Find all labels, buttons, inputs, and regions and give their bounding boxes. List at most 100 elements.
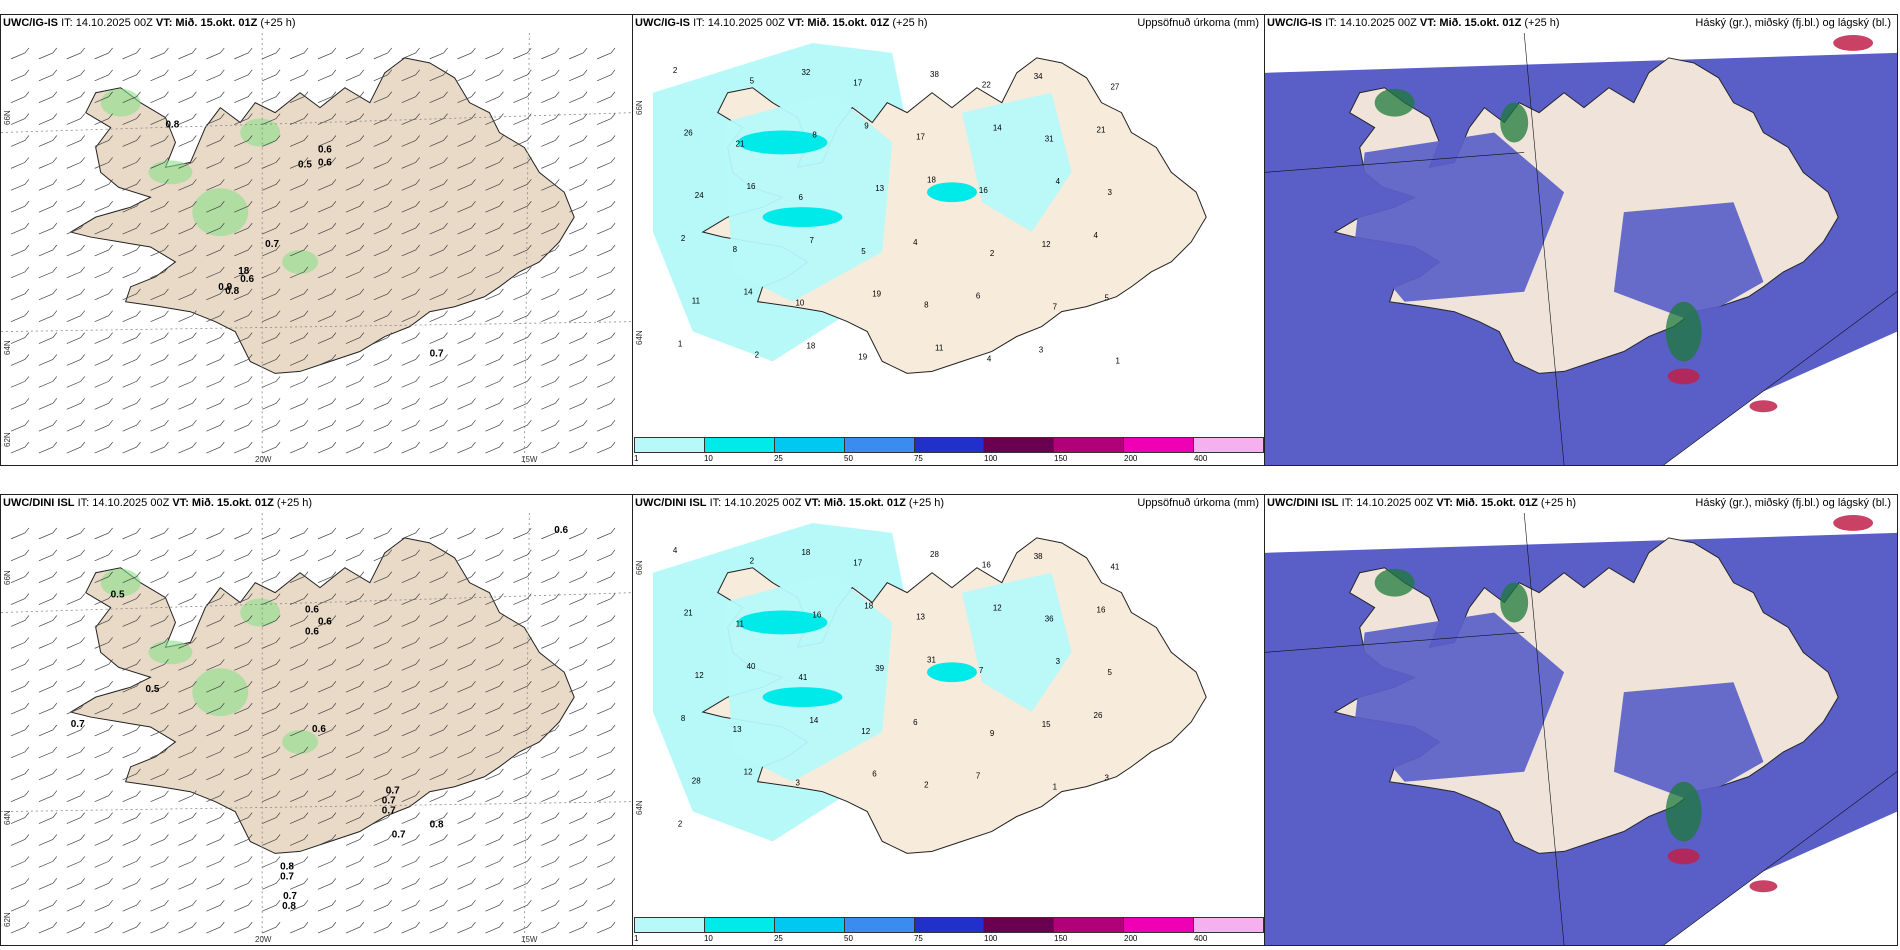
wind-barb [345, 790, 365, 802]
wind-barb [10, 441, 30, 454]
wind-barb [373, 527, 393, 540]
wind-barb [289, 244, 309, 257]
wind-barb [569, 179, 588, 191]
wind-barb [317, 91, 337, 103]
wind-barb [178, 398, 197, 410]
wind-barb [429, 310, 448, 322]
precip-core [737, 610, 828, 635]
wind-barb [596, 419, 616, 432]
wind-barb [373, 398, 393, 410]
wind-barb [10, 398, 30, 410]
wind-barb [541, 135, 560, 147]
wind-barb [345, 354, 365, 366]
wind-barb [485, 69, 504, 82]
wind-barb [262, 113, 281, 125]
cloud-map[interactable] [1265, 33, 1897, 465]
wind-barb [457, 135, 476, 147]
wind-barb [317, 921, 337, 934]
wind-barb [485, 659, 504, 671]
wind-barb [317, 332, 337, 344]
value-label: 28 [930, 550, 939, 559]
wind-barb [485, 790, 504, 802]
value-label: 0.6 [240, 274, 254, 285]
value-label: 12 [1042, 240, 1051, 249]
wind-barb [178, 354, 197, 366]
wind-barb [541, 91, 560, 103]
wind-barb [10, 288, 30, 301]
wind-barb [569, 441, 588, 454]
wind-barb [38, 790, 58, 802]
wind-barb [401, 157, 420, 169]
wind-barb [10, 637, 30, 649]
wind-barb [541, 441, 560, 454]
wind-barb [596, 332, 616, 344]
wind-barb [513, 571, 532, 583]
wind-barb [38, 244, 58, 257]
wind-barb [150, 724, 169, 737]
wind-map[interactable]: 0.8 0.6 0.5 0.6 0.7 18 0.6 0.9 0.8 0.7 [1, 33, 633, 465]
wind-barb [541, 354, 560, 366]
wind-barb [541, 899, 560, 912]
wind-barb [66, 637, 86, 649]
wind-barb [38, 91, 58, 103]
wind-barb [596, 790, 616, 802]
wind-barb [596, 812, 616, 824]
wind-barb [10, 113, 30, 125]
wind-barb [178, 659, 197, 671]
wind-barb [38, 222, 58, 235]
wind-barb [206, 419, 225, 432]
value-label: 17 [916, 132, 925, 141]
wind-barb [122, 69, 141, 82]
wind-barb [317, 398, 337, 410]
value-label: 2 [673, 66, 678, 75]
wind-barb [317, 702, 337, 715]
wind-barb [401, 724, 420, 737]
wind-barb [150, 157, 169, 169]
wind-barb [178, 157, 197, 169]
wind-barb [596, 222, 616, 235]
wind-barb [373, 47, 393, 60]
wind-barb [541, 702, 560, 715]
wind-barb [373, 746, 393, 759]
wind-barb [429, 91, 448, 103]
wind-barb [429, 527, 448, 540]
wind-barb [373, 179, 393, 191]
wind-barb [10, 790, 30, 802]
wind-barb [373, 201, 393, 213]
wind-barb [569, 310, 588, 322]
precip-map[interactable]: 2 5 32 17 38 22 34 27 26 21 8 9 17 14 31 21 24 16 6 13 18 16 4… [633, 33, 1265, 437]
wind-barb [345, 768, 365, 781]
wind-barb [262, 222, 281, 235]
wind-map[interactable]: 0.6 0.5 0.6 0.6 0.6 0.5 0.7 0.6 0.7 0.7 0.7 0.8 0.7 0… [1, 513, 633, 945]
value-label: 0.9 [218, 282, 232, 293]
wind-barb [38, 615, 58, 627]
wind-barb [66, 659, 86, 671]
cloud-map[interactable] [1265, 513, 1897, 945]
wind-barb [541, 659, 560, 671]
wind-barb [401, 549, 420, 562]
wind-barb [178, 222, 197, 235]
wind-barb [317, 768, 337, 781]
wind-barb [513, 593, 532, 605]
wind-barb [485, 899, 504, 912]
wind-barb [596, 266, 616, 279]
lat-label: 66N [635, 100, 644, 115]
wind-barb [178, 593, 197, 605]
wind-barb [262, 571, 281, 583]
value-label: 19 [858, 352, 867, 361]
precip-patch [100, 568, 141, 597]
wind-barb [289, 549, 309, 562]
wind-barb [373, 441, 393, 454]
wind-barb [122, 47, 141, 60]
graticule-line [1, 592, 633, 613]
precip-map[interactable]: 4 2 18 17 28 16 38 41 21 11 16 18 13 12 36 16 12 40 41 39 31… [633, 513, 1265, 917]
wind-barb [150, 659, 169, 671]
wind-barb [206, 615, 225, 627]
wind-barb [150, 135, 169, 147]
wind-barb [66, 310, 86, 322]
wind-barb [345, 91, 365, 103]
wind-barb [457, 593, 476, 605]
wind-barb [289, 157, 309, 169]
wind-barb [569, 856, 588, 868]
wind-barb [429, 899, 448, 912]
